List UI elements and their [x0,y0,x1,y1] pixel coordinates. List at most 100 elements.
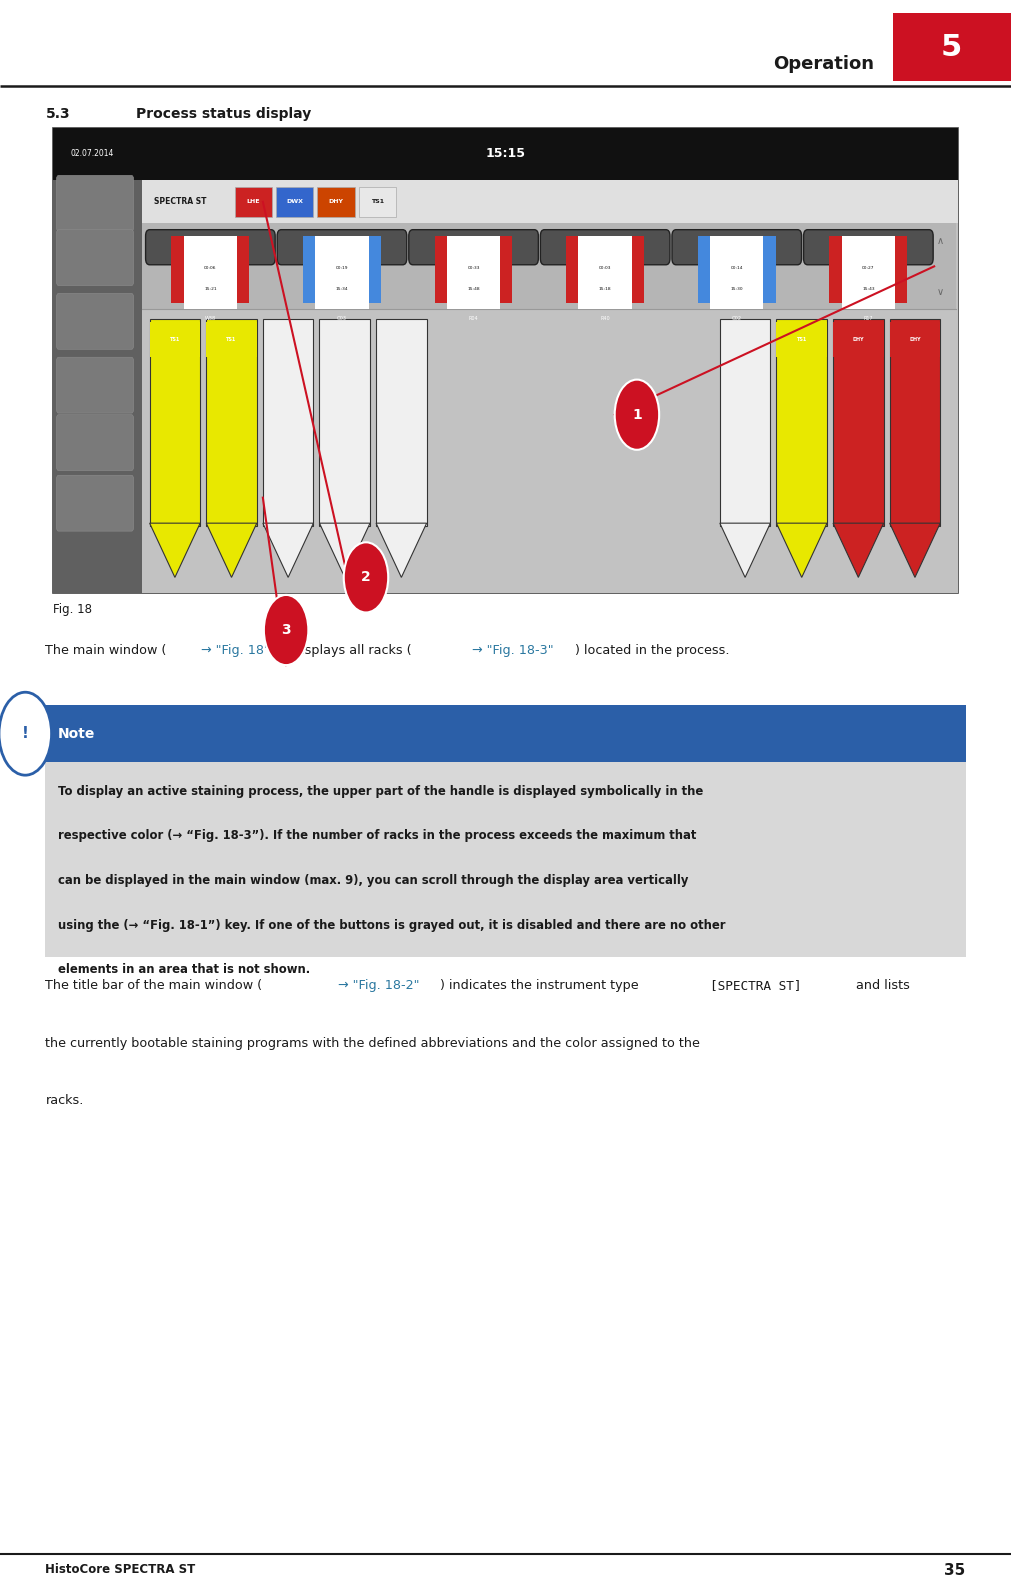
Text: DHY: DHY [329,199,344,204]
FancyBboxPatch shape [146,230,275,265]
Text: 3: 3 [281,624,291,636]
Text: ) indicates the instrument type: ) indicates the instrument type [440,979,642,992]
Text: W38: W38 [205,316,216,321]
FancyBboxPatch shape [319,319,370,526]
FancyBboxPatch shape [303,236,381,303]
FancyBboxPatch shape [578,236,632,309]
FancyBboxPatch shape [57,475,133,531]
Text: and lists: and lists [852,979,910,992]
FancyBboxPatch shape [408,230,538,265]
Text: Note: Note [58,727,95,740]
Text: SPECTRA ST: SPECTRA ST [154,198,206,206]
Text: 15:48: 15:48 [467,287,480,290]
FancyBboxPatch shape [698,236,775,303]
Text: Process status display: Process status display [136,107,311,121]
FancyBboxPatch shape [57,415,133,471]
FancyBboxPatch shape [57,357,133,413]
FancyBboxPatch shape [57,230,133,286]
Text: ∨: ∨ [936,287,944,297]
Text: TS1: TS1 [797,337,807,343]
Text: can be displayed in the main window (max. 9), you can scroll through the display: can be displayed in the main window (max… [58,874,688,887]
Text: Operation: Operation [773,54,875,73]
FancyBboxPatch shape [142,180,958,593]
FancyBboxPatch shape [710,236,763,309]
Text: LHE: LHE [247,199,260,204]
Text: DHY: DHY [852,337,864,343]
FancyBboxPatch shape [142,223,956,309]
FancyBboxPatch shape [776,319,827,526]
Text: 1: 1 [632,408,642,421]
Text: 5.3: 5.3 [45,107,70,121]
Text: R04: R04 [469,316,478,321]
Text: ) located in the process.: ) located in the process. [575,644,730,657]
FancyBboxPatch shape [57,293,133,349]
Text: ) displays all racks (: ) displays all racks ( [284,644,411,657]
FancyBboxPatch shape [776,322,827,357]
FancyBboxPatch shape [833,322,884,357]
FancyBboxPatch shape [53,128,958,180]
Text: → "Fig. 18-3": → "Fig. 18-3" [472,644,554,657]
Polygon shape [206,523,257,577]
FancyBboxPatch shape [540,230,670,265]
Circle shape [344,542,388,612]
FancyBboxPatch shape [263,319,313,526]
Text: 15:21: 15:21 [204,287,216,290]
FancyBboxPatch shape [893,13,1011,81]
Text: TS1: TS1 [170,337,180,343]
Polygon shape [376,523,427,577]
Polygon shape [890,523,940,577]
Text: TS1: TS1 [371,199,384,204]
Text: DHY: DHY [599,266,612,273]
Circle shape [264,595,308,665]
Text: 15:15: 15:15 [485,147,526,161]
FancyBboxPatch shape [829,236,907,303]
FancyBboxPatch shape [206,322,257,357]
Polygon shape [720,523,770,577]
Text: [SPECTRA ST]: [SPECTRA ST] [710,979,802,992]
Text: racks.: racks. [45,1094,84,1107]
Text: 2: 2 [361,571,371,584]
Polygon shape [263,523,313,577]
FancyBboxPatch shape [150,322,200,357]
FancyBboxPatch shape [720,319,770,526]
Circle shape [0,692,52,775]
FancyBboxPatch shape [435,236,513,303]
Text: R40: R40 [601,316,610,321]
FancyBboxPatch shape [45,762,966,957]
Text: LHE: LHE [468,266,479,273]
Text: O03: O03 [337,316,347,321]
FancyBboxPatch shape [150,319,200,526]
Text: To display an active staining process, the upper part of the handle is displayed: To display an active staining process, t… [58,785,703,798]
Text: 15:34: 15:34 [336,287,348,290]
Text: !: ! [22,726,28,742]
Circle shape [615,380,659,450]
Text: TS1: TS1 [226,337,237,343]
Text: 15:43: 15:43 [862,287,875,290]
FancyBboxPatch shape [142,309,956,590]
FancyBboxPatch shape [841,236,895,309]
Text: using the (→ “Fig. 18-1”) key. If one of the buttons is grayed out, it is disabl: using the (→ “Fig. 18-1”) key. If one of… [58,919,725,931]
FancyBboxPatch shape [57,175,133,231]
FancyBboxPatch shape [235,187,272,217]
FancyBboxPatch shape [890,319,940,526]
Text: 00:33: 00:33 [467,266,480,270]
Text: The title bar of the main window (: The title bar of the main window ( [45,979,263,992]
Text: DHY: DHY [204,266,217,273]
Text: LHE: LHE [862,266,875,273]
Text: elements in an area that is not shown.: elements in an area that is not shown. [58,963,309,976]
Text: DWX: DWX [286,199,303,204]
Text: 02.07.2014: 02.07.2014 [71,150,114,158]
Text: ∧: ∧ [936,236,944,246]
FancyBboxPatch shape [833,319,884,526]
FancyBboxPatch shape [672,230,802,265]
FancyBboxPatch shape [172,236,250,303]
Polygon shape [833,523,884,577]
Text: DWX: DWX [729,266,744,273]
FancyBboxPatch shape [359,187,396,217]
Text: 35: 35 [944,1563,966,1577]
Text: 15:18: 15:18 [599,287,612,290]
Text: DHY: DHY [909,337,921,343]
Text: the currently bootable staining programs with the defined abbreviations and the : the currently bootable staining programs… [45,1037,701,1050]
FancyBboxPatch shape [53,180,142,593]
FancyBboxPatch shape [804,230,933,265]
